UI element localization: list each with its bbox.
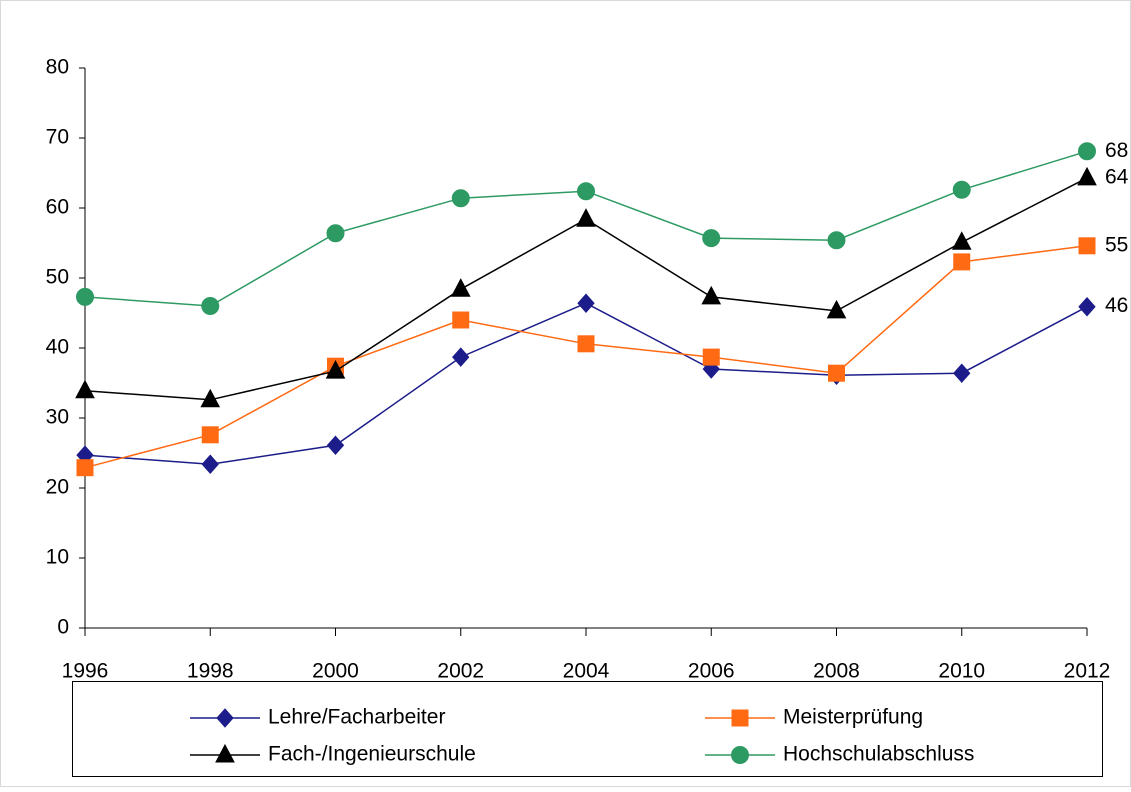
x-tick-label: 2000: [312, 660, 359, 683]
y-tick-label: 30: [46, 406, 69, 429]
legend-label: Meisterprüfung: [783, 706, 923, 729]
y-tick-label: 40: [46, 336, 69, 359]
x-tick-label: 2012: [1064, 660, 1111, 683]
y-tick-label: 20: [46, 476, 69, 499]
y-tick-label: 70: [46, 126, 69, 149]
data-point: [952, 180, 971, 199]
legend-label: Lehre/Facharbeiter: [268, 706, 445, 729]
x-tick-label: 2010: [938, 660, 985, 683]
x-tick-label: 2004: [563, 660, 610, 683]
x-tick-label: 1998: [187, 660, 234, 683]
data-point: [451, 189, 470, 208]
legend-label: Fach-/Ingenieurschule: [268, 743, 476, 766]
data-point: [325, 360, 346, 379]
data-point: [951, 231, 972, 250]
legend-label: Hochschulabschluss: [783, 743, 974, 766]
data-point: [577, 293, 595, 313]
legend-marker: [731, 709, 749, 727]
data-point: [577, 182, 595, 201]
data-point: [75, 379, 95, 399]
data-point: [201, 297, 220, 315]
data-point: [452, 311, 470, 329]
x-tick-label: 2006: [688, 660, 735, 683]
data-point: [1078, 296, 1096, 317]
data-label: 55: [1105, 233, 1128, 256]
legend-marker: [731, 746, 749, 764]
data-point: [576, 208, 596, 227]
y-tick-label: 0: [57, 616, 69, 639]
data-point: [1078, 142, 1096, 161]
data-label: 64: [1105, 165, 1129, 188]
data-point: [701, 285, 722, 305]
data-point: [953, 253, 971, 271]
data-point: [201, 454, 219, 474]
data-point: [827, 231, 846, 250]
legend-marker: [215, 743, 235, 763]
data-point: [326, 224, 345, 243]
data-label: 46: [1105, 294, 1128, 317]
data-point: [1077, 166, 1097, 186]
legend-box: [72, 681, 1103, 777]
data-point: [828, 364, 845, 382]
data-point: [200, 388, 221, 408]
data-point: [76, 459, 94, 477]
data-point: [450, 278, 471, 297]
data-point: [953, 363, 971, 383]
data-point: [826, 299, 847, 319]
x-tick-label: 2002: [437, 660, 484, 683]
legend-marker: [216, 708, 234, 728]
data-point: [702, 348, 720, 366]
y-tick-label: 60: [46, 196, 69, 219]
y-tick-label: 80: [46, 56, 69, 79]
data-point: [326, 435, 345, 456]
data-label: 68: [1105, 139, 1128, 162]
data-point: [76, 287, 94, 306]
data-point: [577, 335, 595, 353]
x-tick-label: 2008: [813, 660, 860, 683]
y-tick-label: 50: [46, 266, 69, 289]
x-tick-label: 1996: [62, 660, 109, 683]
y-tick-label: 10: [46, 546, 69, 569]
data-point: [452, 347, 470, 367]
data-point: [702, 229, 721, 248]
data-point: [1078, 237, 1096, 255]
data-point: [201, 426, 219, 444]
